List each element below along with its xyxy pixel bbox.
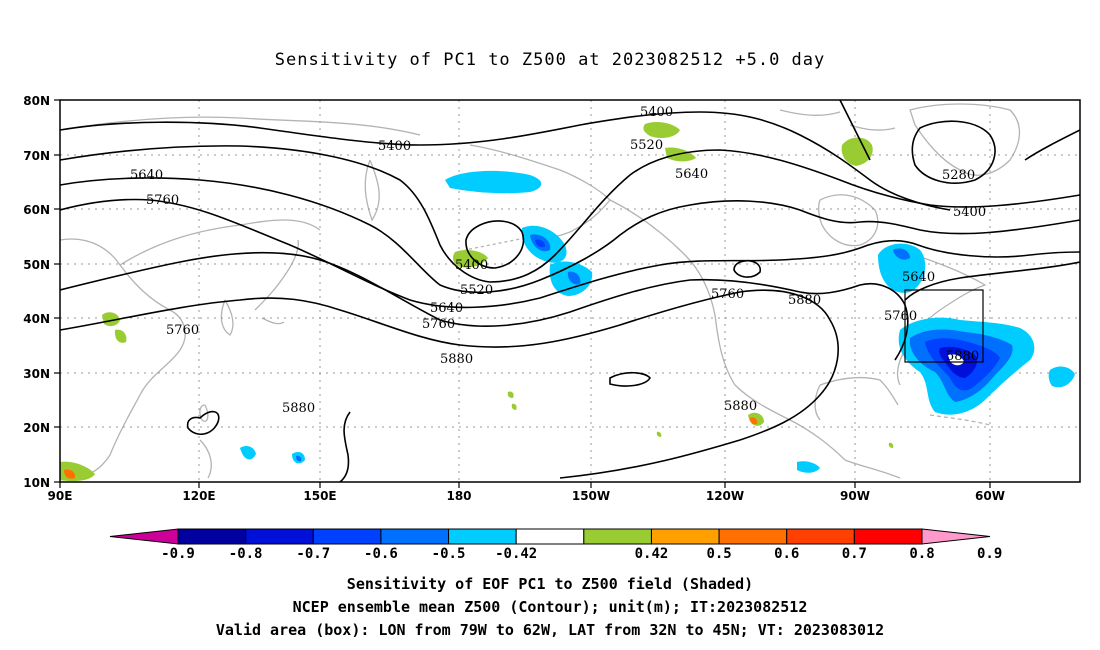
contour-label: 5880: [788, 293, 821, 308]
lon-tick-label: 150W: [572, 489, 610, 503]
colorbar-label: 0.42: [635, 546, 669, 562]
contour-label: 5880: [724, 399, 757, 414]
colorbar-cell: [380, 528, 450, 545]
colorbar-label: -0.7: [296, 546, 330, 562]
colorbar-label: 0.5: [706, 546, 731, 562]
coastlines: [60, 103, 1021, 479]
contour-label: 5280: [942, 168, 975, 183]
chart-title: Sensitivity of PC1 to Z500 at 2023082512…: [274, 50, 826, 70]
colorbar-cell: [921, 528, 991, 545]
colorbar-cell: [109, 528, 179, 545]
colorbar-cell: [177, 528, 247, 545]
colorbar-cell: [245, 528, 314, 545]
caption-line-3: Valid area (box): LON from 79W to 62W, L…: [215, 621, 885, 639]
lon-tick-label: 180: [446, 489, 471, 503]
lat-tick-label: 30N: [23, 367, 50, 381]
colorbar-cell: [515, 528, 585, 545]
caption-line-1: Sensitivity of EOF PC1 to Z500 field (Sh…: [346, 575, 754, 593]
colorbar-label: -0.5: [432, 546, 466, 562]
contour-label: 5640: [902, 270, 935, 285]
colorbar-cell: [853, 528, 923, 545]
lat-tick-label: 10N: [23, 476, 50, 490]
colorbar: [109, 528, 991, 545]
contour-label: 5520: [460, 283, 493, 298]
contour-label: 5880: [440, 352, 473, 367]
lat-tick-label: 60N: [23, 203, 50, 217]
contour-labels: 5400 5400 5520 5640 5640 5760 5400 5280 …: [130, 105, 986, 416]
colorbar-cell: [718, 528, 788, 545]
contour-label: 5640: [430, 301, 463, 316]
lat-tick-label: 50N: [23, 258, 50, 272]
colorbar-cell: [312, 528, 382, 545]
contour-label: 5760: [166, 323, 199, 338]
lat-tick-label: 70N: [23, 149, 50, 163]
colorbar-label: -0.9: [161, 546, 195, 562]
colorbar-cell: [583, 528, 652, 545]
plot-frame: [59, 99, 1081, 483]
lon-tick-label: 90E: [48, 489, 73, 503]
colorbar-cell: [448, 528, 517, 545]
contour-label: 5400: [953, 205, 986, 220]
colorbar-label: 0.8: [909, 546, 934, 562]
contour-label: 5520: [630, 138, 663, 153]
contour-label: 5400: [640, 105, 673, 120]
colorbar-labels: -0.9 -0.8 -0.7 -0.6 -0.5 -0.42 0.42 0.5 0.6 0.7 0.…: [161, 546, 1002, 562]
colorbar-label: 0.7: [842, 546, 867, 562]
lon-tick-label: 150E: [303, 489, 336, 503]
z500-contours: [60, 100, 1080, 482]
sensitivity-shading: [60, 122, 1075, 482]
colorbar-label: 0.6: [774, 546, 799, 562]
lon-tick-label: 90W: [840, 489, 870, 503]
lat-tick-label: 20N: [23, 421, 50, 435]
colorbar-cell: [786, 528, 855, 545]
colorbar-label: 0.9: [977, 546, 1002, 562]
lon-tick-label: 120E: [182, 489, 215, 503]
colorbar-cell: [650, 528, 720, 545]
colorbar-label: -0.42: [495, 546, 537, 562]
colorbar-label: -0.6: [364, 546, 398, 562]
contour-label: 5760: [884, 309, 917, 324]
contour-label: 5760: [711, 287, 744, 302]
axis-ticks: [54, 99, 991, 488]
contour-label: 5400: [378, 139, 411, 154]
lon-tick-label: 60W: [975, 489, 1005, 503]
contour-label: 5400: [455, 258, 488, 273]
lon-labels: 90E 120E 150E 180 150W 120W 90W 60W: [48, 489, 1005, 503]
colorbar-label: -0.8: [229, 546, 263, 562]
lat-labels: 80N 70N 60N 50N 40N 30N 20N 10N: [23, 94, 50, 490]
contour-label: 5760: [146, 193, 179, 208]
contour-label: 5760: [422, 317, 455, 332]
lat-tick-label: 80N: [23, 94, 50, 108]
lat-tick-label: 40N: [23, 312, 50, 326]
lon-tick-label: 120W: [706, 489, 744, 503]
contour-label: 5640: [675, 167, 708, 182]
valid-area-box: [904, 289, 984, 363]
contour-label: 5880: [282, 401, 315, 416]
contour-label: 5640: [130, 168, 163, 183]
caption-line-2: NCEP ensemble mean Z500 (Contour); unit(…: [292, 598, 808, 616]
contour-label: 5880: [946, 349, 979, 364]
